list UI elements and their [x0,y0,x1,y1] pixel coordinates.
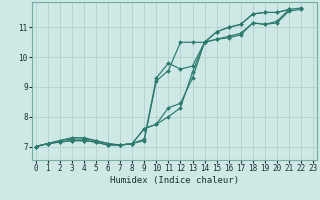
X-axis label: Humidex (Indice chaleur): Humidex (Indice chaleur) [110,176,239,185]
